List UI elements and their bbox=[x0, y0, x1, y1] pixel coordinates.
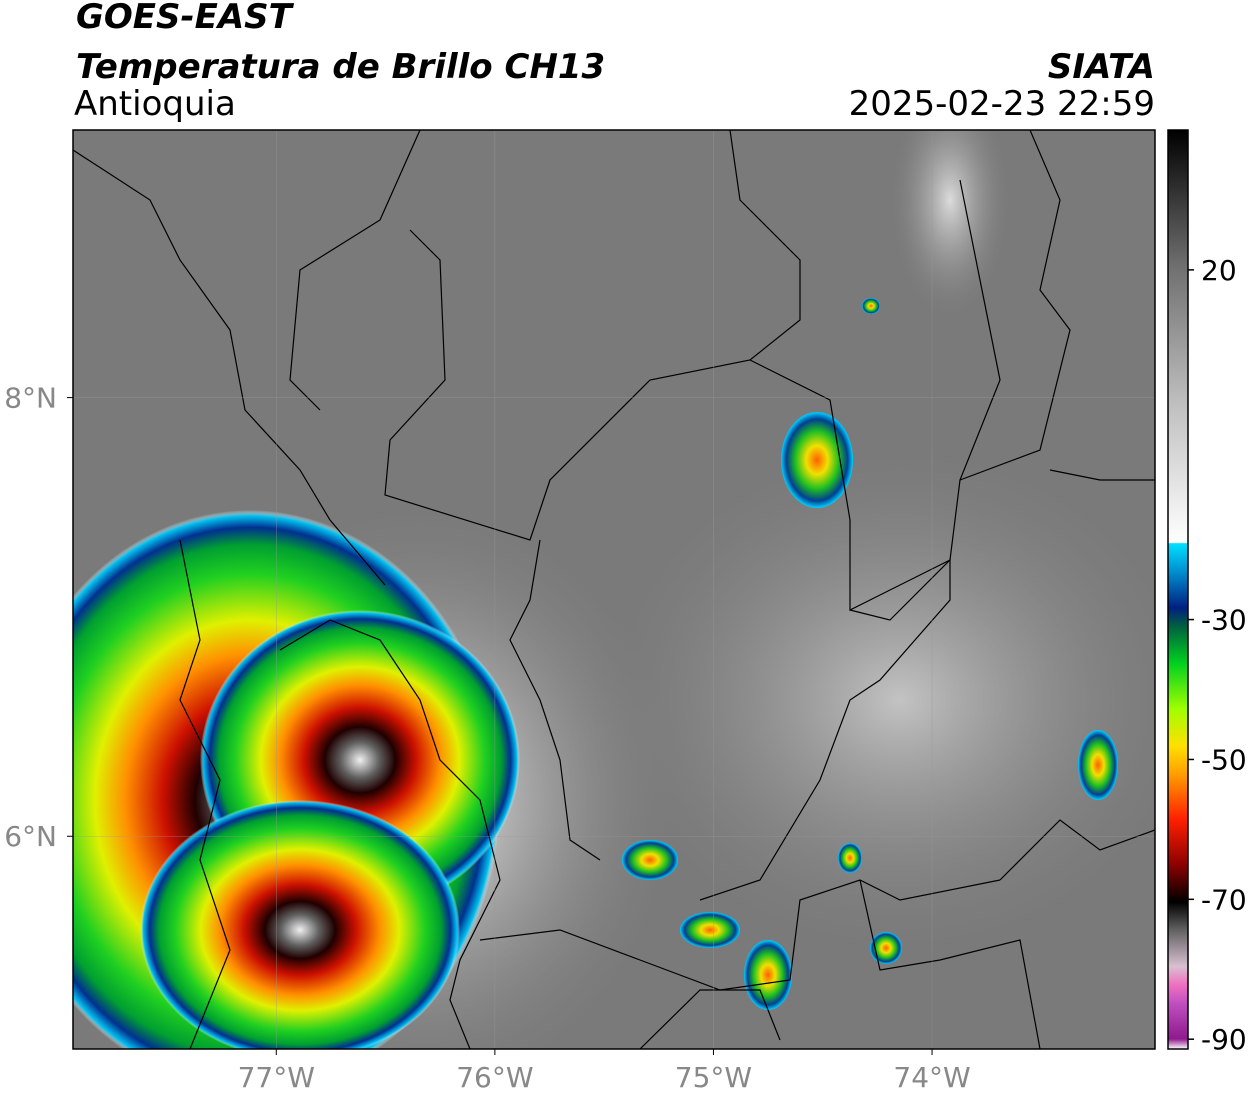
satellite-title: GOES-EAST bbox=[76, 0, 295, 37]
x-tick-label: 77°W bbox=[238, 1061, 315, 1094]
map-frame bbox=[72, 129, 1156, 1050]
colorbar-tick-label: -70 bbox=[1201, 883, 1247, 916]
x-tick-label: 76°W bbox=[456, 1061, 533, 1094]
datetime-label: 2025-02-23 22:59 bbox=[849, 84, 1155, 124]
colorbar-tick-label: 20 bbox=[1201, 254, 1237, 287]
map-image bbox=[73, 130, 1155, 1049]
colorbar bbox=[1167, 129, 1189, 1050]
product-title: Temperatura de Brillo CH13 bbox=[76, 47, 605, 87]
y-tick-label: 6°N bbox=[4, 820, 57, 853]
colorbar-tick-label: -30 bbox=[1201, 604, 1247, 637]
colorbar-tick-label: -50 bbox=[1201, 743, 1247, 776]
colorbar-tick-label: -90 bbox=[1201, 1023, 1247, 1056]
source-label: SIATA bbox=[1048, 47, 1155, 87]
x-tick-label: 74°W bbox=[893, 1061, 970, 1094]
region-label: Antioquia bbox=[74, 84, 236, 124]
y-tick-label: 8°N bbox=[4, 382, 57, 415]
x-tick-label: 75°W bbox=[675, 1061, 752, 1094]
